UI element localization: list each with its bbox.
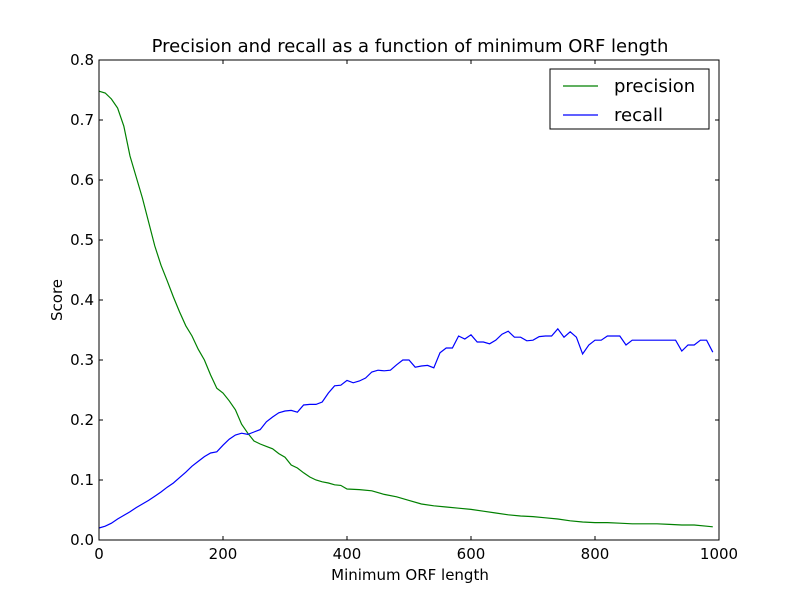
y-tick-label: 0.3 xyxy=(70,351,94,369)
y-tick-label: 0.8 xyxy=(70,51,94,69)
y-axis-label: Score xyxy=(48,279,66,321)
plot-lines xyxy=(98,90,714,529)
x-tick-label: 800 xyxy=(581,545,610,563)
legend-label-precision: precision xyxy=(614,76,695,97)
series-line-recall xyxy=(98,327,714,529)
x-tick-label: 400 xyxy=(333,545,362,563)
x-axis-label: Minimum ORF length xyxy=(331,566,489,584)
x-tick-label: 1000 xyxy=(700,545,738,563)
tick-labels: 0 200 400 600 800 1000 0.0 0.1 0.2 0.3 0.4 0.5 0.6 0.… xyxy=(70,51,738,563)
y-tick-label: 0.0 xyxy=(70,531,94,549)
x-tick-label: 600 xyxy=(457,545,486,563)
y-tick-label: 0.7 xyxy=(70,111,94,129)
y-tick-label: 0.2 xyxy=(70,411,94,429)
chart-title: Precision and recall as a function of mi… xyxy=(152,36,669,57)
legend-box xyxy=(549,68,710,130)
x-tick-label: 0 xyxy=(94,545,104,563)
series-line-precision xyxy=(98,90,713,528)
y-tick-label: 0.4 xyxy=(70,291,94,309)
ticks xyxy=(98,59,720,541)
y-tick-label: 0.1 xyxy=(70,471,94,489)
legend-label-recall: recall xyxy=(614,105,663,126)
y-tick-label: 0.5 xyxy=(70,231,94,249)
y-tick-label: 0.6 xyxy=(70,171,94,189)
x-tick-label: 200 xyxy=(209,545,238,563)
legend: precision recall xyxy=(549,68,710,130)
